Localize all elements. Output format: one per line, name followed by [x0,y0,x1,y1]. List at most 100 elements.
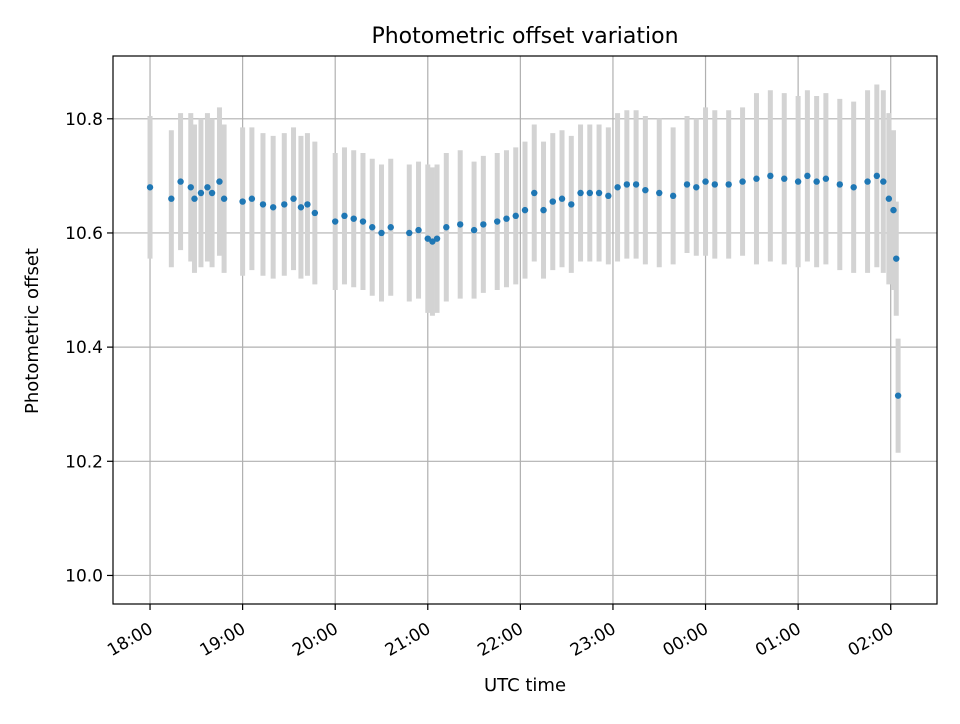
data-point [269,204,277,211]
data-point [406,229,413,237]
y-tick-label: 10.0 [65,566,103,586]
data-point [297,204,305,211]
x-tick-label: 21:00 [382,619,434,661]
data-point [443,224,450,231]
data-point [369,224,376,231]
data-point [168,195,175,202]
data-point [311,209,319,217]
data-point [822,175,830,182]
data-point [850,184,857,191]
data-points [146,172,902,399]
data-point [767,172,774,180]
data-point [794,178,802,185]
data-point [753,175,760,182]
data-point [177,178,184,185]
data-point [577,189,584,197]
x-tick-label: 19:00 [197,619,249,661]
data-point [259,201,267,208]
data-point [880,178,887,185]
data-point [632,181,640,188]
data-point [248,195,256,202]
data-point [711,181,718,188]
x-tick-label: 22:00 [474,619,526,661]
x-tick-label: 01:00 [752,619,804,661]
data-point [415,226,422,234]
grid [113,56,937,604]
x-axis-ticks: 18:00 19:00 20:00 21:00 22:00 23:00 00:00 01:00… [104,604,897,661]
data-point [893,255,900,262]
data-point [220,195,228,202]
data-point [378,229,385,237]
data-point [813,178,820,185]
y-tick-label: 10.6 [65,224,103,244]
data-point [549,198,556,205]
y-axis-ticks: 10.0 10.2 10.4 10.6 10.8 [65,110,113,586]
data-point [781,175,788,182]
data-point [521,206,529,214]
data-point [146,184,154,191]
data-point [739,178,746,185]
data-point [433,235,441,242]
data-point [558,195,566,202]
y-tick-label: 10.2 [65,452,103,472]
data-point [239,198,246,205]
data-point [605,192,612,200]
data-point [804,172,811,180]
data-point [281,201,288,208]
x-tick-label: 20:00 [289,619,341,661]
data-point [480,221,487,228]
data-point [359,218,367,225]
data-point [304,201,311,208]
data-point [512,212,519,220]
data-point [836,181,843,188]
data-point [503,215,510,222]
data-point [429,238,436,245]
data-point [191,195,198,202]
data-point [656,189,663,197]
data-point [702,178,709,185]
data-point [332,218,339,225]
data-point [890,206,897,214]
data-point [216,178,223,185]
data-point [456,221,464,228]
data-point [568,201,575,208]
data-point [424,235,431,242]
data-point [642,186,649,194]
plot-frame [112,55,938,605]
data-point [341,212,348,220]
data-point [693,184,700,191]
data-point [586,189,594,197]
data-point [208,189,216,197]
data-point [494,218,501,225]
data-point [204,184,211,191]
data-point [725,181,732,188]
data-point [669,192,677,200]
data-point [540,206,547,214]
x-tick-label: 00:00 [660,619,712,661]
error-bars [147,84,901,453]
data-point [387,224,394,231]
data-point [187,184,194,191]
data-point [885,195,893,202]
data-point [614,184,621,191]
y-tick-label: 10.4 [65,338,103,358]
data-point [531,189,538,197]
data-point [290,195,297,202]
chart-title: Photometric offset variation [371,24,678,49]
x-tick-label: 23:00 [567,619,619,661]
x-tick-label: 02:00 [845,619,897,661]
data-point [623,181,631,188]
data-point [894,392,902,399]
data-point [873,172,881,180]
data-point [683,181,691,188]
data-point [197,189,205,197]
y-tick-label: 10.8 [65,110,103,130]
data-point [864,178,871,185]
data-point [470,226,478,234]
data-point [350,215,357,222]
x-tick-label: 18:00 [104,619,156,661]
data-point [595,189,603,197]
y-axis-label: Photometric offset [22,248,43,414]
